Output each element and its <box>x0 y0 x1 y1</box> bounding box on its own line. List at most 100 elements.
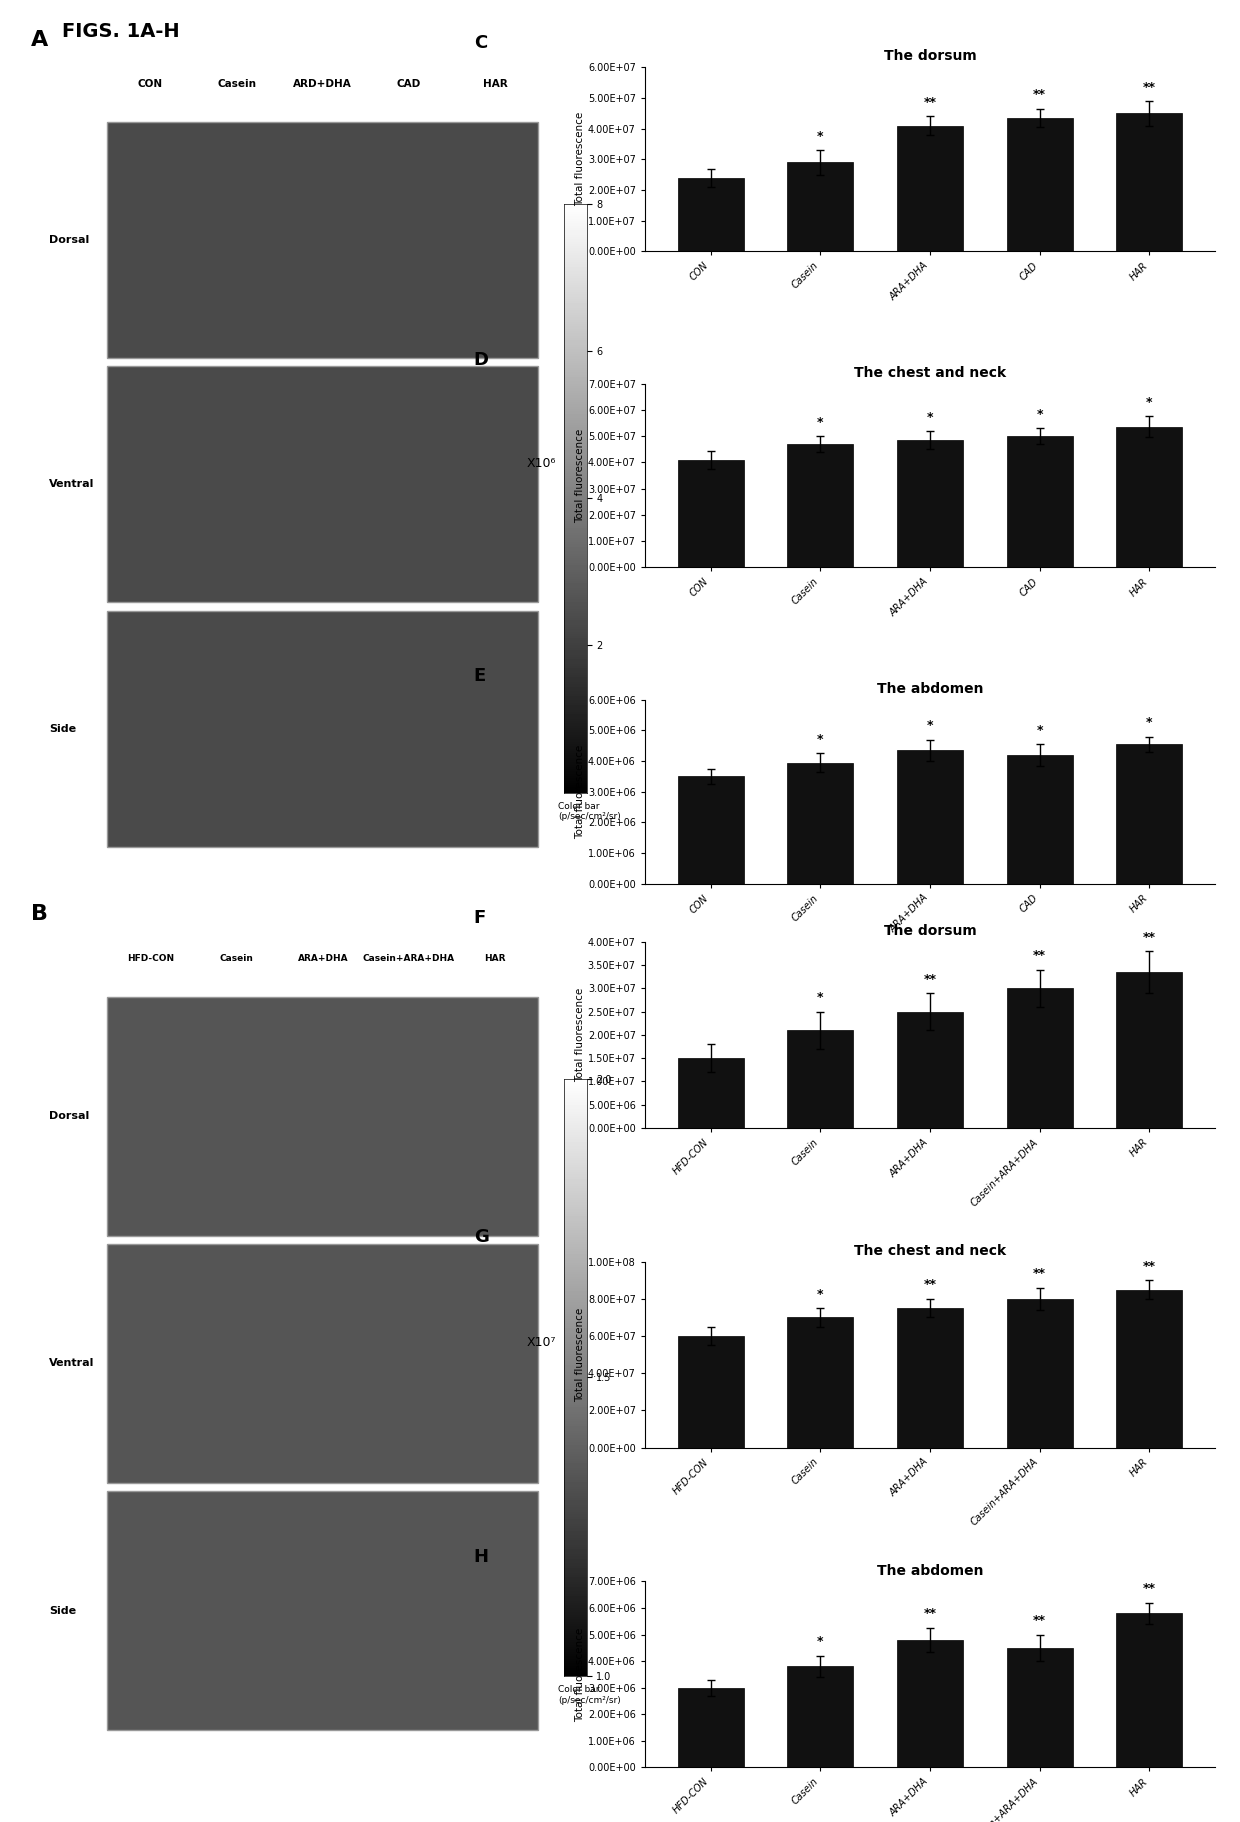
Bar <box>107 1244 538 1483</box>
Text: *: * <box>817 1288 823 1301</box>
Bar <box>107 366 538 603</box>
Text: H: H <box>474 1549 489 1565</box>
Bar <box>1116 1290 1182 1448</box>
Text: *: * <box>1037 723 1043 736</box>
Text: Dorsal: Dorsal <box>48 235 89 244</box>
Bar <box>107 122 538 357</box>
Title: The dorsum: The dorsum <box>884 924 976 938</box>
Text: **: ** <box>924 973 936 986</box>
Text: Side: Side <box>48 1605 76 1616</box>
Y-axis label: Total fluorescence: Total fluorescence <box>575 113 585 206</box>
Bar <box>787 445 853 567</box>
Text: E: E <box>474 667 486 685</box>
Bar <box>1116 426 1182 567</box>
Bar <box>787 763 853 884</box>
Text: Ventral: Ventral <box>48 1359 94 1368</box>
Text: HFD-CON: HFD-CON <box>126 955 174 964</box>
Bar <box>678 1059 744 1128</box>
Title: The chest and neck: The chest and neck <box>854 1244 1006 1257</box>
Bar <box>1116 743 1182 884</box>
Bar <box>107 1492 538 1731</box>
Bar <box>678 459 744 567</box>
Text: **: ** <box>1033 1614 1047 1627</box>
Text: A: A <box>31 29 48 49</box>
Y-axis label: Total fluorescence: Total fluorescence <box>575 1308 585 1401</box>
Text: *: * <box>817 415 823 428</box>
Text: **: ** <box>1143 80 1156 93</box>
Text: **: ** <box>924 1607 936 1620</box>
Text: CAD: CAD <box>397 80 422 89</box>
Bar <box>1007 989 1073 1128</box>
Y-axis label: Total fluorescence: Total fluorescence <box>575 1627 585 1722</box>
Bar <box>1116 113 1182 251</box>
Bar <box>678 1336 744 1448</box>
Text: *: * <box>817 732 823 745</box>
Text: **: ** <box>924 1279 936 1292</box>
Text: Side: Side <box>48 723 76 734</box>
Text: D: D <box>474 350 489 368</box>
Text: Casein: Casein <box>217 80 255 89</box>
Text: G: G <box>474 1228 489 1246</box>
Text: B: B <box>31 904 48 924</box>
Bar <box>897 126 963 251</box>
Text: *: * <box>817 129 823 142</box>
Bar <box>678 776 744 884</box>
Text: **: ** <box>1033 89 1047 102</box>
Text: Casein+ARA+DHA: Casein+ARA+DHA <box>363 955 455 964</box>
Text: Color bar
(p/sec/cm²/sr): Color bar (p/sec/cm²/sr) <box>558 802 621 822</box>
Bar <box>1007 435 1073 567</box>
Text: CON: CON <box>138 80 162 89</box>
Text: Casein: Casein <box>219 955 253 964</box>
Bar <box>1007 1299 1073 1448</box>
Y-axis label: Total fluorescence: Total fluorescence <box>575 745 585 838</box>
Text: *: * <box>817 1636 823 1649</box>
Text: **: ** <box>1143 931 1156 944</box>
Bar <box>1007 118 1073 251</box>
Bar <box>787 1667 853 1767</box>
Text: *: * <box>926 410 934 423</box>
Text: HAR: HAR <box>482 80 507 89</box>
Text: *: * <box>1146 716 1153 729</box>
Text: **: ** <box>1143 1259 1156 1274</box>
Bar <box>787 1029 853 1128</box>
Bar <box>678 179 744 251</box>
Bar <box>897 751 963 884</box>
Bar <box>107 610 538 847</box>
Bar <box>897 441 963 567</box>
Text: Color bar
(p/sec/cm²/sr): Color bar (p/sec/cm²/sr) <box>558 1685 621 1705</box>
Text: FIGS. 1A-H: FIGS. 1A-H <box>62 22 180 40</box>
Text: **: ** <box>1033 1268 1047 1281</box>
Bar <box>1007 1647 1073 1767</box>
Text: C: C <box>474 35 487 53</box>
Bar <box>897 1640 963 1767</box>
Bar <box>1116 1612 1182 1767</box>
Y-axis label: Total fluorescence: Total fluorescence <box>575 428 585 523</box>
Bar <box>1116 973 1182 1128</box>
Title: The chest and neck: The chest and neck <box>854 366 1006 379</box>
Text: *: * <box>926 720 934 732</box>
Title: The abdomen: The abdomen <box>877 681 983 696</box>
Text: X10⁷: X10⁷ <box>527 1336 557 1348</box>
Text: *: * <box>1146 395 1153 410</box>
Bar <box>897 1011 963 1128</box>
Text: *: * <box>1037 408 1043 421</box>
Text: HAR: HAR <box>485 955 506 964</box>
Text: **: ** <box>1143 1581 1156 1596</box>
Title: The abdomen: The abdomen <box>877 1563 983 1578</box>
Bar <box>787 1317 853 1448</box>
Bar <box>678 1687 744 1767</box>
Bar <box>897 1308 963 1448</box>
Text: ARA+DHA: ARA+DHA <box>298 955 348 964</box>
Text: Ventral: Ventral <box>48 479 94 490</box>
Title: The dorsum: The dorsum <box>884 49 976 64</box>
Bar <box>107 997 538 1235</box>
Bar <box>1007 754 1073 884</box>
Text: F: F <box>474 909 486 927</box>
Text: **: ** <box>1033 949 1047 962</box>
Text: Dorsal: Dorsal <box>48 1111 89 1121</box>
Text: X10⁶: X10⁶ <box>527 457 557 470</box>
Text: **: ** <box>924 97 936 109</box>
Text: ARD+DHA: ARD+DHA <box>294 80 352 89</box>
Bar <box>787 162 853 251</box>
Y-axis label: Total fluorescence: Total fluorescence <box>575 988 585 1082</box>
